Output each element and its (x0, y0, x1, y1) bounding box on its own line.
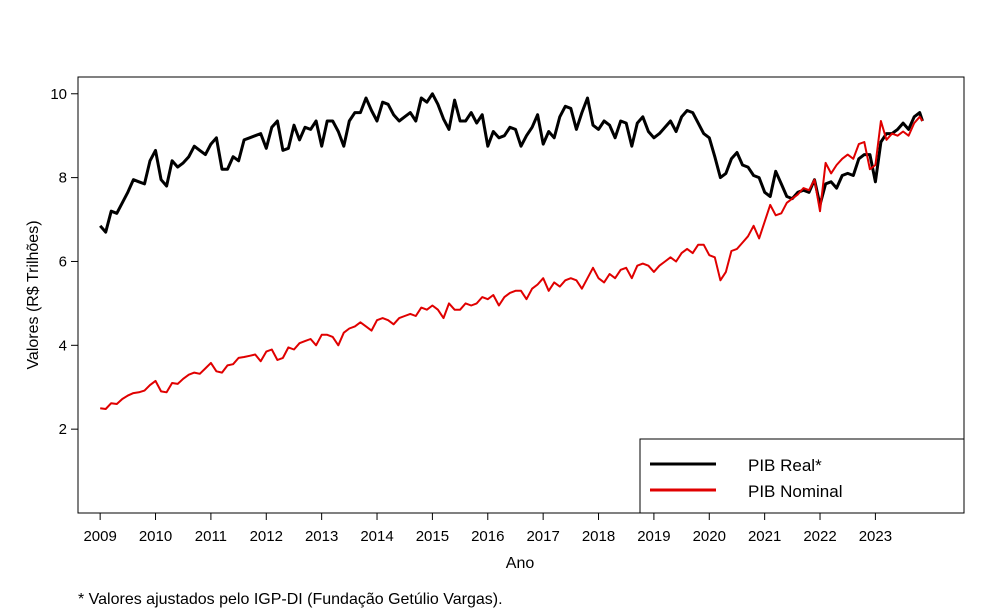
y-tick-label: 4 (59, 337, 67, 354)
x-tick-label: 2013 (305, 528, 338, 545)
x-axis-label: Ano (506, 555, 535, 572)
x-tick-label: 2016 (471, 528, 504, 545)
x-tick-label: 2023 (859, 528, 892, 545)
x-tick-label: 2011 (195, 528, 227, 545)
footnote: * Valores ajustados pelo IGP-DI (Fundaçã… (78, 591, 503, 608)
x-tick-label: 2014 (360, 528, 393, 545)
legend-label-pib-real: PIB Real* (748, 456, 822, 475)
legend: PIB Real* PIB Nominal (639, 438, 965, 514)
y-tick-label: 8 (59, 170, 67, 187)
plot-area-frame (77, 76, 965, 514)
x-tick-label: 2015 (416, 528, 449, 545)
x-tick-label: 2019 (637, 528, 670, 545)
y-tick-label: 10 (50, 86, 67, 103)
series-line-pib-nominal (100, 115, 924, 410)
series-line-pib-real (99, 92, 924, 234)
legend-label-pib-nominal: PIB Nominal (748, 482, 842, 501)
legend-box (639, 438, 965, 514)
y-tick-label: 6 (59, 253, 67, 270)
x-tick-label: 2009 (83, 528, 116, 545)
series-layer (99, 92, 924, 410)
x-tick-label: 2018 (582, 528, 615, 545)
x-tick-label: 2017 (526, 528, 559, 545)
y-axis-label: Valores (R$ Trilhões) (25, 220, 42, 369)
x-tick-label: 2012 (250, 528, 283, 545)
y-axis: 2 4 6 8 10 (50, 86, 78, 438)
x-axis: 2009 2010 2011 2012 2013 2014 2015 2016 2017 2018… (83, 513, 892, 545)
x-tick-label: 2020 (693, 528, 726, 545)
y-tick-label: 2 (59, 421, 67, 438)
x-tick-label: 2010 (139, 528, 172, 545)
x-tick-label: 2022 (803, 528, 836, 545)
x-tick-label: 2021 (748, 528, 781, 545)
